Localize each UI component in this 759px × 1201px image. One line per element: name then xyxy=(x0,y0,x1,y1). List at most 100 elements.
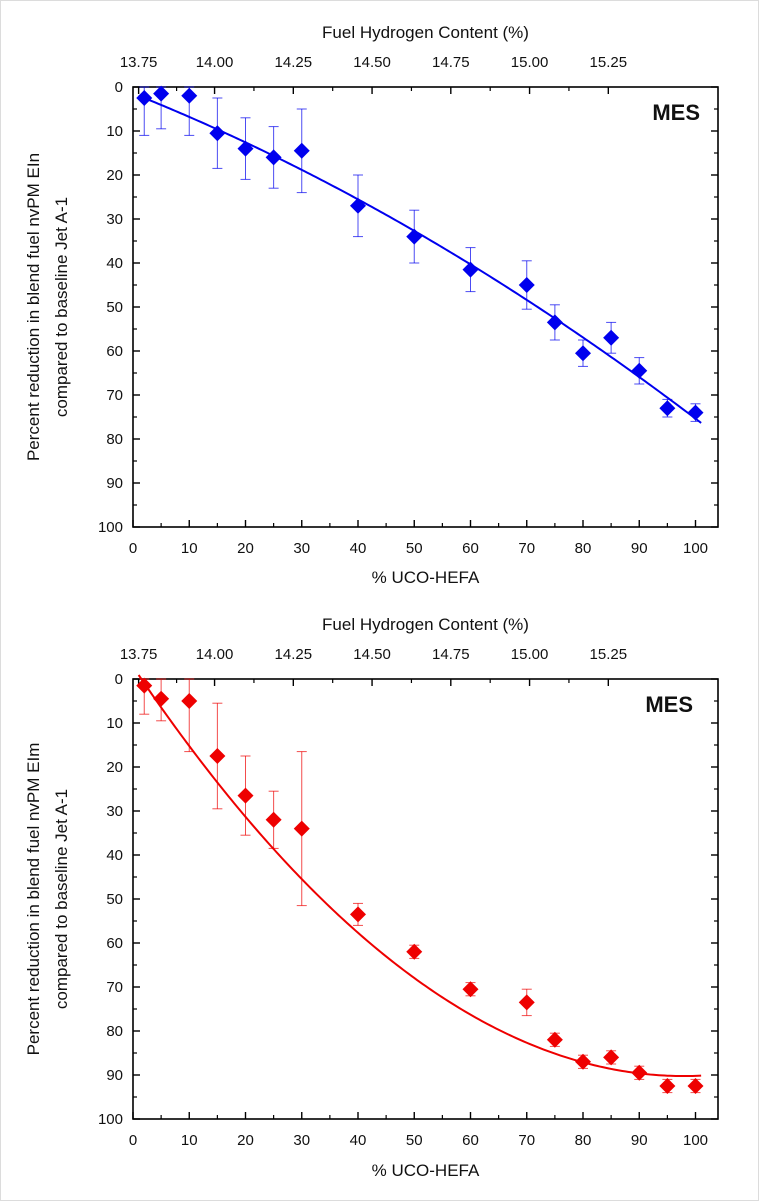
y-tick-label: 30 xyxy=(106,211,123,228)
y-tick-label: 0 xyxy=(115,671,123,688)
data-point-diamond xyxy=(350,906,366,923)
y-axis-title-line2: compared to baseline Jet A-1 xyxy=(52,197,71,417)
x-tick-label: 30 xyxy=(293,540,310,557)
data-point-diamond xyxy=(575,345,591,362)
x-tick-label: 20 xyxy=(237,540,254,557)
data-point-diamond xyxy=(603,1049,620,1066)
data-point-diamond xyxy=(687,1078,704,1094)
x2-tick-label: 14.25 xyxy=(275,646,313,663)
x-tick-label: 100 xyxy=(683,540,708,557)
data-point-diamond xyxy=(237,140,254,157)
data-point-diamond xyxy=(406,943,423,960)
x2-axis-title: Fuel Hydrogen Content (%) xyxy=(322,23,529,42)
x2-tick-label: 15.00 xyxy=(511,54,549,71)
x-tick-label: 80 xyxy=(575,1132,592,1149)
x2-axis-title: Fuel Hydrogen Content (%) xyxy=(322,615,529,634)
data-point-diamond xyxy=(659,1078,676,1094)
y-tick-label: 40 xyxy=(106,847,123,864)
data-point-diamond xyxy=(209,125,226,142)
y-tick-label: 10 xyxy=(106,715,123,732)
y-tick-label: 50 xyxy=(106,891,123,908)
error-bar xyxy=(184,678,195,753)
y-tick-label: 10 xyxy=(106,123,123,140)
y-tick-label: 0 xyxy=(115,79,123,96)
data-point-diamond xyxy=(687,404,704,421)
x-tick-label: 60 xyxy=(462,540,479,557)
y-tick-label: 90 xyxy=(106,475,123,492)
mes-annotation: MES xyxy=(652,100,700,125)
x-axis-title: % UCO-HEFA xyxy=(372,568,480,587)
data-point-diamond xyxy=(631,362,648,379)
x2-tick-label: 14.00 xyxy=(196,646,234,663)
x2-tick-label: 15.25 xyxy=(590,54,628,71)
x2-tick-label: 15.00 xyxy=(511,646,549,663)
data-point-diamond xyxy=(209,748,226,764)
y-tick-label: 90 xyxy=(106,1067,123,1084)
data-point-diamond xyxy=(181,693,198,709)
y-tick-label: 20 xyxy=(106,759,123,776)
y-tick-label: 80 xyxy=(106,431,123,448)
data-point-diamond xyxy=(153,85,170,102)
x-tick-label: 90 xyxy=(631,1132,648,1149)
x-tick-label: 100 xyxy=(683,1132,708,1149)
y-tick-label: 20 xyxy=(106,167,123,184)
y-tick-label: 40 xyxy=(106,255,123,272)
data-point-diamond xyxy=(181,87,198,104)
y-tick-label: 100 xyxy=(98,519,123,536)
x2-tick-label: 13.75 xyxy=(120,54,158,71)
y-tick-label: 70 xyxy=(106,387,123,404)
data-point-diamond xyxy=(237,787,254,804)
data-point-diamond xyxy=(265,811,282,828)
data-point-diamond xyxy=(518,994,535,1011)
x2-tick-label: 14.75 xyxy=(432,54,470,71)
x2-tick-label: 14.25 xyxy=(275,54,313,71)
y-tick-label: 60 xyxy=(106,343,123,360)
x-tick-label: 70 xyxy=(518,540,535,557)
y-tick-label: 70 xyxy=(106,979,123,996)
x-tick-label: 0 xyxy=(129,540,137,557)
data-point-diamond xyxy=(153,690,170,707)
data-point-diamond xyxy=(136,677,153,694)
data-point-diamond xyxy=(462,261,479,278)
x-tick-label: 40 xyxy=(350,540,367,557)
x-tick-label: 70 xyxy=(518,1132,535,1149)
x-tick-label: 80 xyxy=(575,540,592,557)
y-tick-label: 100 xyxy=(98,1111,123,1128)
x2-tick-label: 14.75 xyxy=(432,646,470,663)
data-point-diamond xyxy=(350,197,366,214)
x-axis-title: % UCO-HEFA xyxy=(372,1161,480,1180)
plot-frame xyxy=(132,86,719,528)
mes-annotation: MES xyxy=(645,692,693,717)
data-point-diamond xyxy=(462,981,479,998)
plot-frame xyxy=(132,678,719,1120)
x-tick-label: 10 xyxy=(181,1132,198,1149)
data-point-diamond xyxy=(659,400,676,417)
x2-tick-label: 14.50 xyxy=(353,54,391,71)
y-tick-label: 80 xyxy=(106,1023,123,1040)
y-tick-label: 50 xyxy=(106,299,123,316)
x-tick-label: 60 xyxy=(462,1132,479,1149)
y-axis-title-line1: Percent reduction in blend fuel nvPM EIm xyxy=(24,743,43,1056)
data-point-diamond xyxy=(603,329,620,346)
x-tick-label: 0 xyxy=(129,1132,137,1149)
y-tick-label: 30 xyxy=(106,803,123,820)
chart-panel-1: 0 10 20 30 40 50 60 70 80 90 100 0 10 20 30 40 50 60 70 80 9… xyxy=(24,23,719,587)
data-point-diamond xyxy=(293,142,310,159)
x-tick-label: 40 xyxy=(350,1132,367,1149)
data-point-diamond xyxy=(518,277,535,293)
data-point-diamond xyxy=(631,1064,648,1081)
data-point-diamond xyxy=(136,90,153,106)
data-point-diamond xyxy=(546,314,563,331)
data-point-diamond xyxy=(575,1053,591,1070)
fit-curve xyxy=(138,94,702,424)
data-point-diamond xyxy=(293,820,310,837)
data-point-diamond xyxy=(546,1031,563,1048)
x-tick-label: 30 xyxy=(293,1132,310,1149)
fit-curve xyxy=(137,674,702,1078)
x2-tick-label: 14.50 xyxy=(353,646,391,663)
x2-tick-label: 13.75 xyxy=(120,646,158,663)
x2-tick-label: 15.25 xyxy=(590,646,628,663)
data-point-diamond xyxy=(406,228,423,245)
y-axis-title-line1: Percent reduction in blend fuel nvPM EIn xyxy=(24,153,43,461)
